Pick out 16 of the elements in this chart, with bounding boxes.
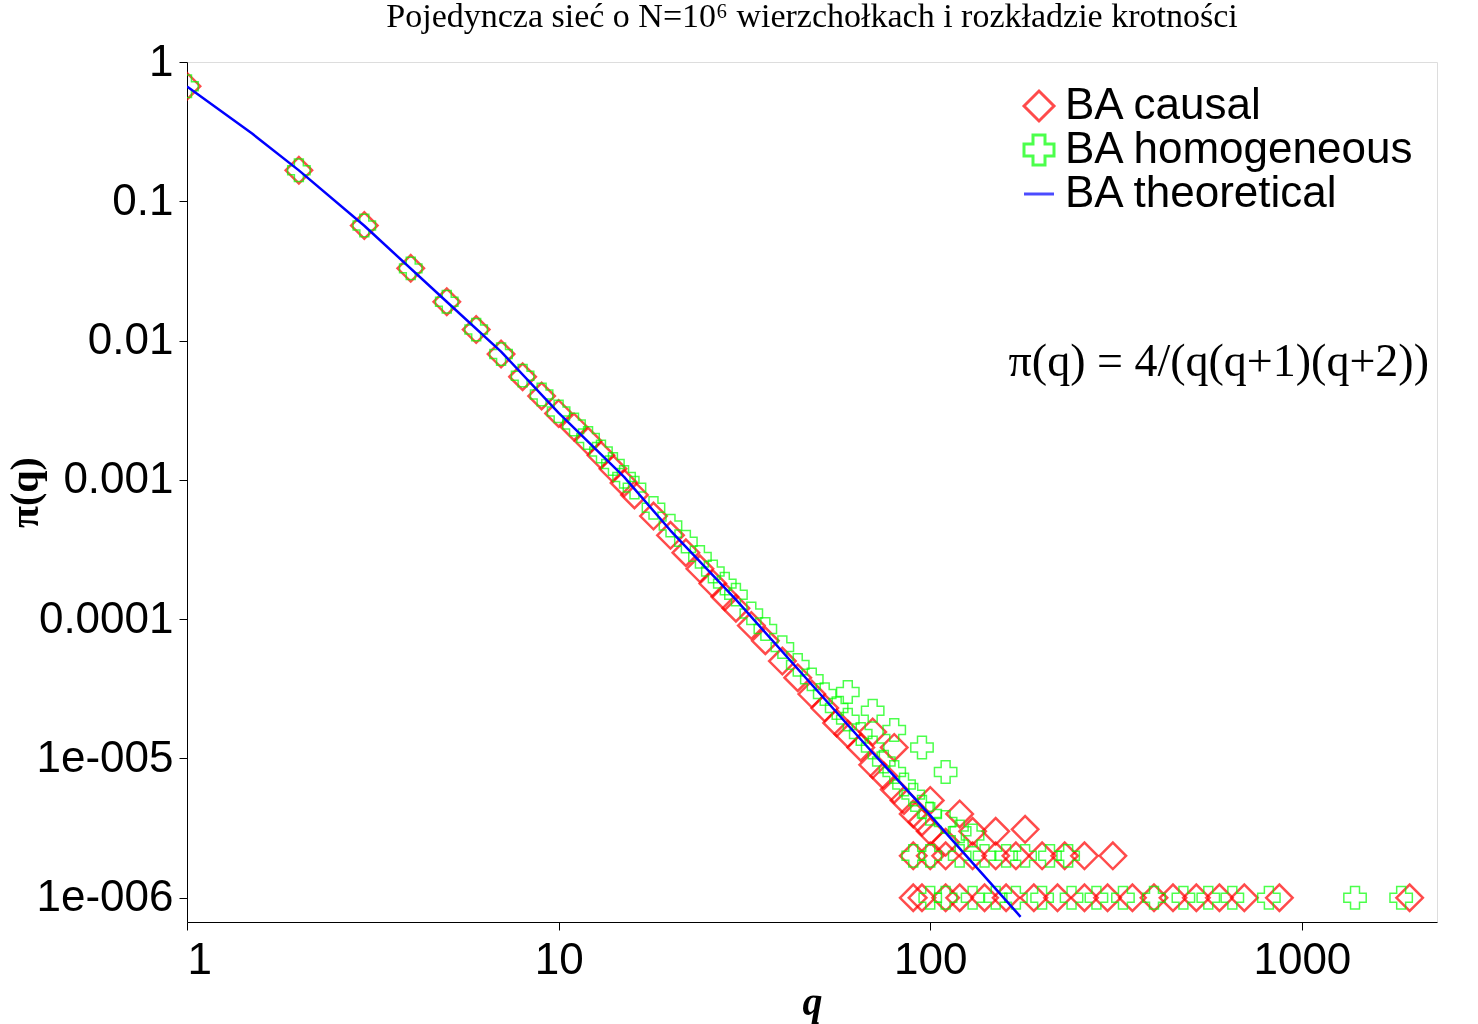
y-tick-label: 0.1 xyxy=(112,174,174,224)
x-tick-label: 1 xyxy=(187,933,212,983)
x-tick-label: 10 xyxy=(534,933,584,983)
annotation: π(q) = 4/(q(q+1)(q+2)) xyxy=(1008,335,1429,386)
x-axis-title: q xyxy=(802,978,823,1024)
y-axis-title: π(q) xyxy=(2,457,48,528)
x-tick-label: 100 xyxy=(894,933,968,983)
y-tick-label: 1e-005 xyxy=(36,731,174,781)
legend-label: BA causal xyxy=(1065,79,1261,128)
y-tick-label: 1e-006 xyxy=(36,871,174,921)
y-tick-label: 0.01 xyxy=(87,314,174,364)
y-tick-label: 0.001 xyxy=(63,453,174,503)
chart-title: Pojedyncza sieć o N=10⁶ wierzchołkach i rozkładzie krotności xyxy=(386,0,1238,34)
y-tick-label: 1 xyxy=(149,35,174,85)
x-tick-label: 1000 xyxy=(1253,933,1352,983)
y-tick-label: 0.0001 xyxy=(38,592,174,642)
